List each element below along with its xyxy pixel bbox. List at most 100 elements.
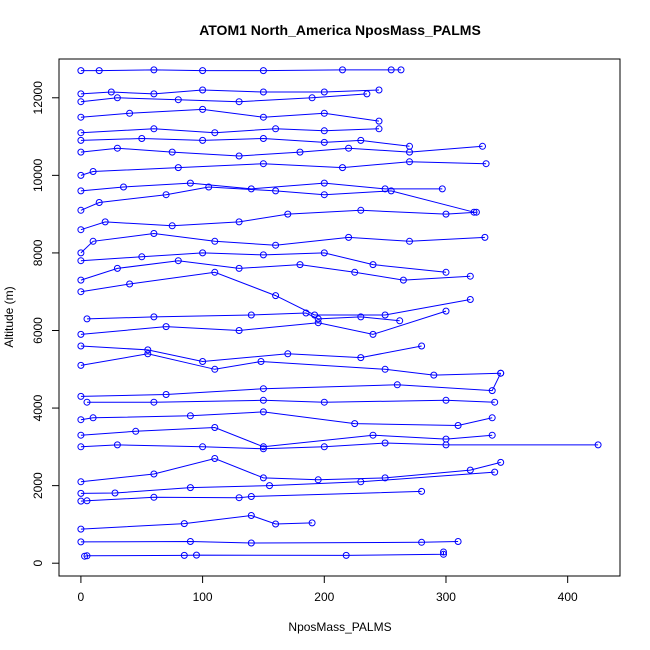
data-point <box>466 272 474 280</box>
data-point <box>150 313 158 321</box>
data-point <box>339 66 346 74</box>
data-point <box>466 296 474 303</box>
data-point <box>211 237 219 245</box>
data-point <box>345 233 353 241</box>
data-point <box>174 257 182 265</box>
data-point <box>272 241 280 249</box>
data-point <box>442 268 450 276</box>
data-point <box>406 237 413 245</box>
data-point <box>311 311 319 319</box>
data-point <box>199 358 207 365</box>
series-line-1 <box>84 552 444 557</box>
series-line-11 <box>80 372 502 397</box>
data-point <box>247 493 255 500</box>
data-point <box>259 443 267 451</box>
data-point <box>77 361 85 369</box>
data-point <box>320 138 328 146</box>
data-point <box>442 210 450 218</box>
data-point <box>259 445 267 453</box>
data-point <box>381 185 389 193</box>
series-line-9 <box>80 411 493 427</box>
x-axis-label: NposMass_PALMS <box>288 620 391 634</box>
data-point <box>186 484 194 492</box>
data-point <box>479 142 486 150</box>
data-point <box>284 210 292 218</box>
series-line-17 <box>80 260 471 281</box>
y-tick-label: 2000 <box>31 472 45 499</box>
data-point <box>397 66 405 74</box>
data-point <box>314 319 322 327</box>
data-point <box>77 431 85 439</box>
data-point <box>440 548 447 556</box>
data-point <box>89 414 97 422</box>
data-point <box>257 358 265 365</box>
data-point <box>101 218 109 226</box>
series-line-21 <box>80 186 475 213</box>
data-point <box>83 497 91 505</box>
data-point <box>393 381 401 389</box>
data-point <box>259 396 267 404</box>
data-point <box>247 539 255 547</box>
data-point <box>77 249 85 257</box>
series-line-13 <box>80 345 422 363</box>
data-point <box>77 489 85 497</box>
data-point <box>162 391 170 398</box>
data-point <box>83 315 91 323</box>
data-point <box>235 152 243 160</box>
y-axis-label: Altitude (m) <box>2 286 16 347</box>
series-line-4 <box>80 490 422 502</box>
data-point <box>95 67 103 75</box>
data-point <box>186 179 194 187</box>
series-line-28 <box>80 93 367 103</box>
data-point <box>168 148 176 156</box>
series-line-20 <box>80 209 477 231</box>
data-point <box>351 420 359 428</box>
data-point <box>211 455 219 462</box>
data-point <box>418 342 426 350</box>
data-point <box>488 431 496 439</box>
data-point <box>272 292 280 300</box>
chart-title: ATOM1 North_America NposMass_PALMS <box>199 22 481 38</box>
data-point <box>138 135 146 142</box>
data-point <box>126 280 134 288</box>
data-point <box>205 183 213 191</box>
data-point <box>150 398 158 406</box>
data-point <box>387 66 395 74</box>
data-point <box>111 489 119 497</box>
data-point <box>339 164 346 172</box>
data-point <box>418 487 426 495</box>
series-line-12 <box>80 353 501 376</box>
y-tick-label: 6000 <box>31 317 45 344</box>
data-point <box>77 148 85 156</box>
data-point <box>320 127 328 135</box>
data-point <box>235 327 243 334</box>
data-point <box>199 249 207 257</box>
data-point <box>77 113 85 121</box>
series-line-6 <box>80 457 501 483</box>
data-point <box>345 144 353 152</box>
data-point <box>150 470 158 478</box>
data-point <box>272 125 280 133</box>
data-point <box>150 125 158 133</box>
data-point <box>442 435 450 443</box>
data-point <box>594 441 602 449</box>
data-point <box>247 311 255 319</box>
data-point <box>387 187 395 195</box>
series-line-22 <box>80 182 443 192</box>
data-point <box>150 66 158 74</box>
y-tick-label: 4000 <box>31 394 45 421</box>
data-point <box>186 538 194 545</box>
data-point <box>211 424 219 431</box>
data-point <box>83 398 91 406</box>
data-point <box>308 94 316 102</box>
data-point <box>150 230 158 237</box>
plot-area <box>77 66 602 560</box>
data-point <box>77 67 85 75</box>
data-point <box>454 422 462 429</box>
data-point <box>77 129 85 137</box>
data-point <box>83 552 91 560</box>
data-point <box>357 313 365 321</box>
data-point <box>77 392 85 400</box>
series-line-25 <box>80 137 410 147</box>
x-tick-label: 0 <box>78 590 85 604</box>
